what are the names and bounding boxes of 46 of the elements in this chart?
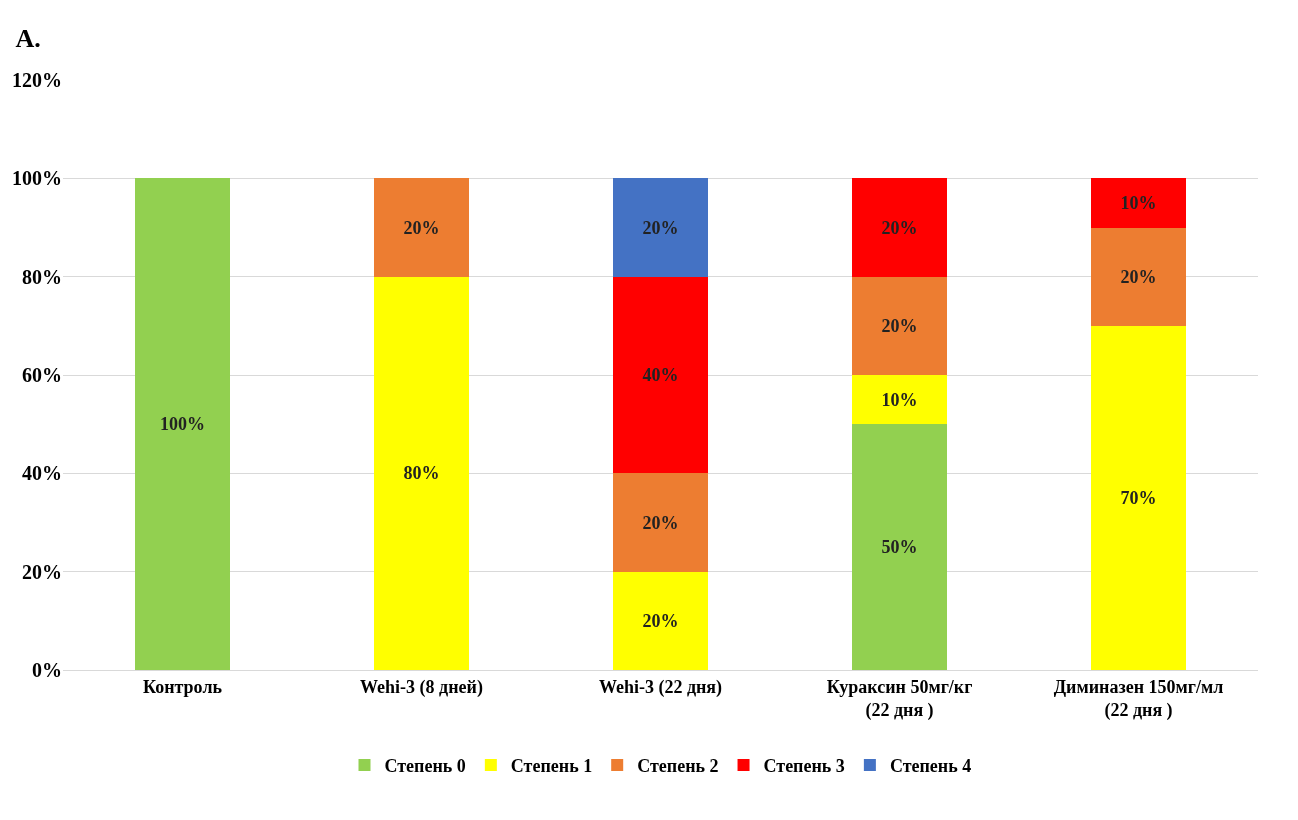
bar bbox=[612, 276, 709, 474]
y-tick-label: 0% bbox=[32, 659, 62, 681]
bar bbox=[373, 178, 470, 277]
data-label: 50% bbox=[881, 537, 918, 558]
bar bbox=[1090, 178, 1187, 228]
bar bbox=[373, 276, 470, 670]
x-tick-label: Диминазен 150мг/мл (22 дня ) bbox=[1053, 676, 1224, 721]
bar bbox=[851, 276, 948, 375]
legend-label: Степень 2 bbox=[637, 755, 719, 776]
data-label: 70% bbox=[1120, 487, 1157, 508]
data-label: 100% bbox=[160, 414, 205, 435]
bar bbox=[851, 178, 948, 277]
bar bbox=[612, 571, 709, 670]
chart-title: A. bbox=[15, 23, 41, 53]
data-label: 10% bbox=[881, 389, 918, 410]
data-label: 20% bbox=[881, 315, 918, 336]
data-label: 20% bbox=[642, 610, 679, 631]
bar bbox=[851, 375, 948, 425]
data-label: 20% bbox=[1120, 266, 1157, 287]
data-label: 20% bbox=[642, 512, 679, 533]
data-label: 20% bbox=[642, 217, 679, 238]
y-tick-label: 120% bbox=[12, 69, 62, 91]
y-tick-label: 80% bbox=[22, 265, 62, 288]
x-tick-label: Кураксин 50мг/кг (22 дня ) bbox=[826, 676, 973, 721]
y-tick-label: 100% bbox=[12, 167, 62, 190]
x-tick-label: Wehi-3 (8 дней) bbox=[360, 676, 483, 698]
legend-label: Степень 4 bbox=[889, 755, 972, 776]
data-label: 20% bbox=[403, 217, 440, 238]
legend-label: Степень 1 bbox=[510, 755, 593, 776]
y-tick-label: 60% bbox=[22, 364, 62, 386]
legend-label: Степень 3 bbox=[763, 755, 845, 776]
bar bbox=[1090, 325, 1187, 670]
bar bbox=[612, 473, 709, 572]
x-tick-label: Контроль bbox=[143, 676, 223, 697]
bar bbox=[134, 178, 231, 670]
x-tick-label: Wehi-3 (22 дня) bbox=[598, 676, 723, 698]
bar bbox=[851, 424, 948, 670]
bar bbox=[1090, 227, 1187, 326]
legend-label: Степень 0 bbox=[384, 755, 466, 776]
bar bbox=[612, 178, 709, 277]
data-label: 40% bbox=[642, 365, 679, 385]
data-label: 20% bbox=[881, 217, 918, 238]
data-label: 80% bbox=[403, 463, 440, 484]
y-tick-label: 20% bbox=[22, 560, 62, 583]
data-label: 10% bbox=[1120, 192, 1157, 213]
y-tick-label: 40% bbox=[22, 462, 62, 485]
